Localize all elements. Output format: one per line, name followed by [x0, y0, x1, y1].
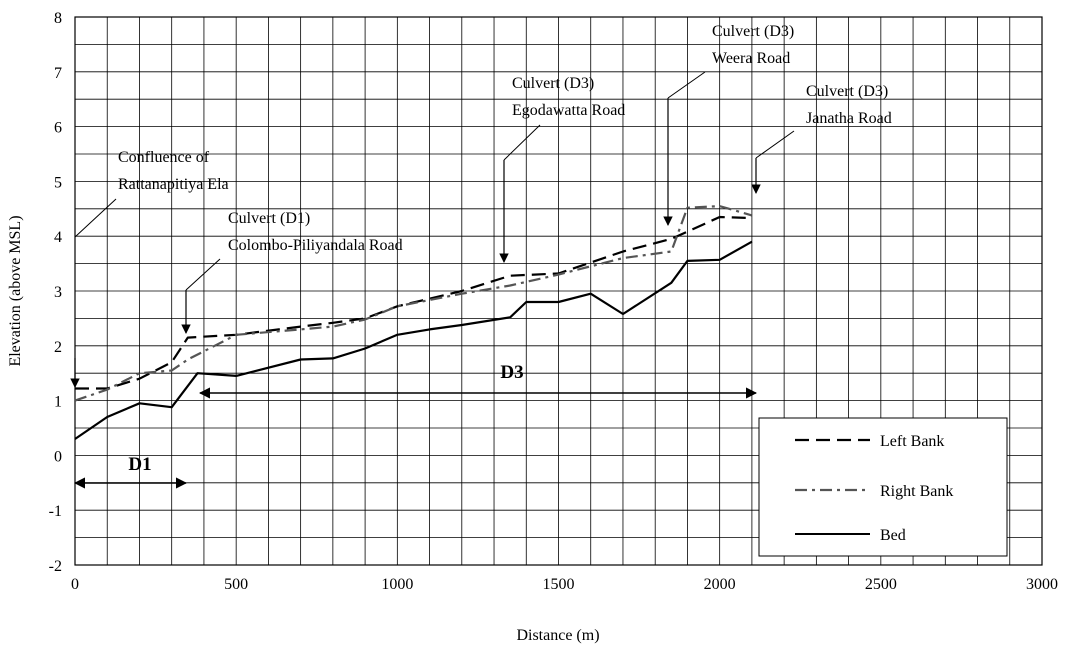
- annotation-label: Rattanapitiya Ela: [118, 176, 229, 193]
- y-tick-label: 1: [54, 394, 62, 411]
- annotation-label: Confluence of: [118, 149, 210, 166]
- legend: Left Bank Right Bank Bed: [758, 417, 1008, 557]
- region-label: D1: [128, 454, 151, 475]
- annotation-label: Janatha Road: [806, 110, 892, 127]
- annotation-label: Culvert (D1): [228, 210, 310, 227]
- legend-label-right-bank: Right Bank: [880, 483, 953, 500]
- annotation-leader-line: [755, 130, 795, 159]
- y-tick-label: 6: [54, 120, 62, 137]
- plot-frame: [74, 16, 1043, 566]
- x-tick-label: 1000: [381, 576, 413, 593]
- y-tick-label: 7: [54, 65, 62, 82]
- y-tick-label: 2: [54, 339, 62, 356]
- y-axis-title: Elevation (above MSL): [7, 215, 24, 366]
- series-line-bed: [74, 240, 753, 440]
- series-line-right-bank: [74, 205, 753, 402]
- x-axis-title: Distance (m): [516, 627, 599, 644]
- y-tick-label: -1: [49, 503, 62, 520]
- annotation-leader-line: [74, 198, 117, 238]
- annotation-label: Egodawatta Road: [512, 102, 625, 119]
- region-layer: D1 D3: [73, 362, 758, 489]
- annotation-label: Culvert (D3): [806, 83, 888, 100]
- y-tick-label: 5: [54, 174, 62, 191]
- annotation-label: Culvert (D3): [712, 23, 794, 40]
- y-tick-label: 0: [54, 448, 62, 465]
- y-tick-label: 3: [54, 284, 62, 301]
- annotation-leader-line: [667, 71, 706, 99]
- y-tick-label: -2: [49, 558, 62, 575]
- legend-label-left-bank: Left Bank: [880, 433, 944, 450]
- series-layer: [74, 205, 753, 440]
- legend-label-bed: Bed: [880, 527, 906, 544]
- annotation-label: Weera Road: [712, 50, 790, 67]
- axis-ticks: 0 500 1000 1500 2000 2500 3000 -2 -1 0 1 2 3 4 5 6 7 8: [49, 10, 1058, 593]
- x-tick-label: 3000: [1026, 576, 1058, 593]
- annotation-leader-line: [185, 258, 221, 291]
- y-tick-label: 4: [54, 229, 62, 246]
- annotation-label: Culvert (D3): [512, 75, 594, 92]
- x-tick-label: 500: [224, 576, 248, 593]
- x-tick-label: 2500: [865, 576, 897, 593]
- annotation-leader-line: [503, 124, 541, 161]
- annotation-label: Colombo-Piliyandala Road: [228, 237, 403, 254]
- x-tick-label: 1500: [543, 576, 575, 593]
- annotation-layer: Confluence of Rattanapitiya Ela Culvert (D…: [70, 23, 892, 388]
- y-tick-label: 8: [54, 10, 62, 27]
- region-label: D3: [500, 362, 523, 383]
- series-line-left-bank: [75, 215, 752, 390]
- x-tick-label: 2000: [704, 576, 736, 593]
- x-tick-label: 0: [71, 576, 79, 593]
